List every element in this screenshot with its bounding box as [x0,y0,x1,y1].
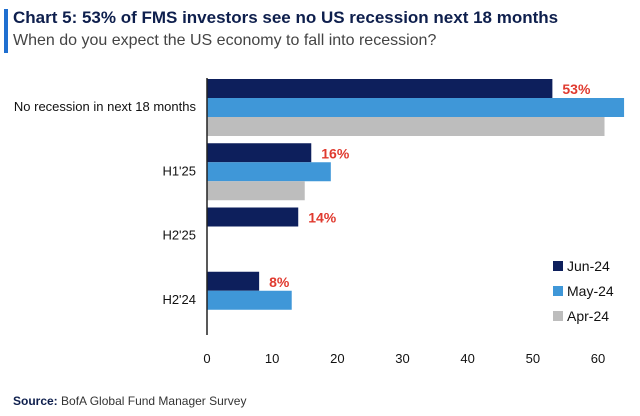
category-label: H1'25 [162,163,196,178]
bar-jun-24 [207,207,299,227]
legend-label: Apr-24 [567,308,609,324]
x-tick-label: 20 [330,351,344,366]
x-tick-label: 30 [395,351,409,366]
x-tick-label: 60 [591,351,605,366]
category-label: H2'25 [162,228,196,243]
data-label: 14% [308,210,337,226]
data-label: 53% [562,81,591,97]
legend-label: Jun-24 [567,258,610,274]
bar-may-24 [207,98,625,117]
data-label: 16% [321,145,350,161]
x-tick-label: 10 [265,351,279,366]
legend-swatch [553,286,563,296]
bar-jun-24 [207,79,553,98]
x-tick-label: 40 [460,351,474,366]
legend-swatch [553,261,563,271]
legend-swatch [553,311,563,321]
bar-jun-24 [207,143,312,163]
source-note: Source: BofA Global Fund Manager Survey [13,394,246,408]
chart-title: Chart 5: 53% of FMS investors see no US … [13,8,559,27]
bar-jun-24 [207,271,260,291]
data-label: 8% [269,274,290,290]
bar-chart: 53% No recession in next 18 months 16% H1'2… [14,78,625,366]
x-tick-label: 0 [203,351,210,366]
title-accent-bar [4,9,8,53]
source-label: Source: [13,394,58,408]
bar-apr-24 [207,181,305,201]
category-label: No recession in next 18 months [14,99,197,114]
legend-label: May-24 [567,283,614,299]
bar-may-24 [207,290,292,310]
bar-apr-24 [207,117,605,136]
chart-subtitle: When do you expect the US economy to fal… [13,32,437,49]
x-tick-label: 50 [526,351,540,366]
bar-may-24 [207,162,331,182]
source-text: BofA Global Fund Manager Survey [61,394,247,408]
category-label: H2'24 [162,292,196,307]
